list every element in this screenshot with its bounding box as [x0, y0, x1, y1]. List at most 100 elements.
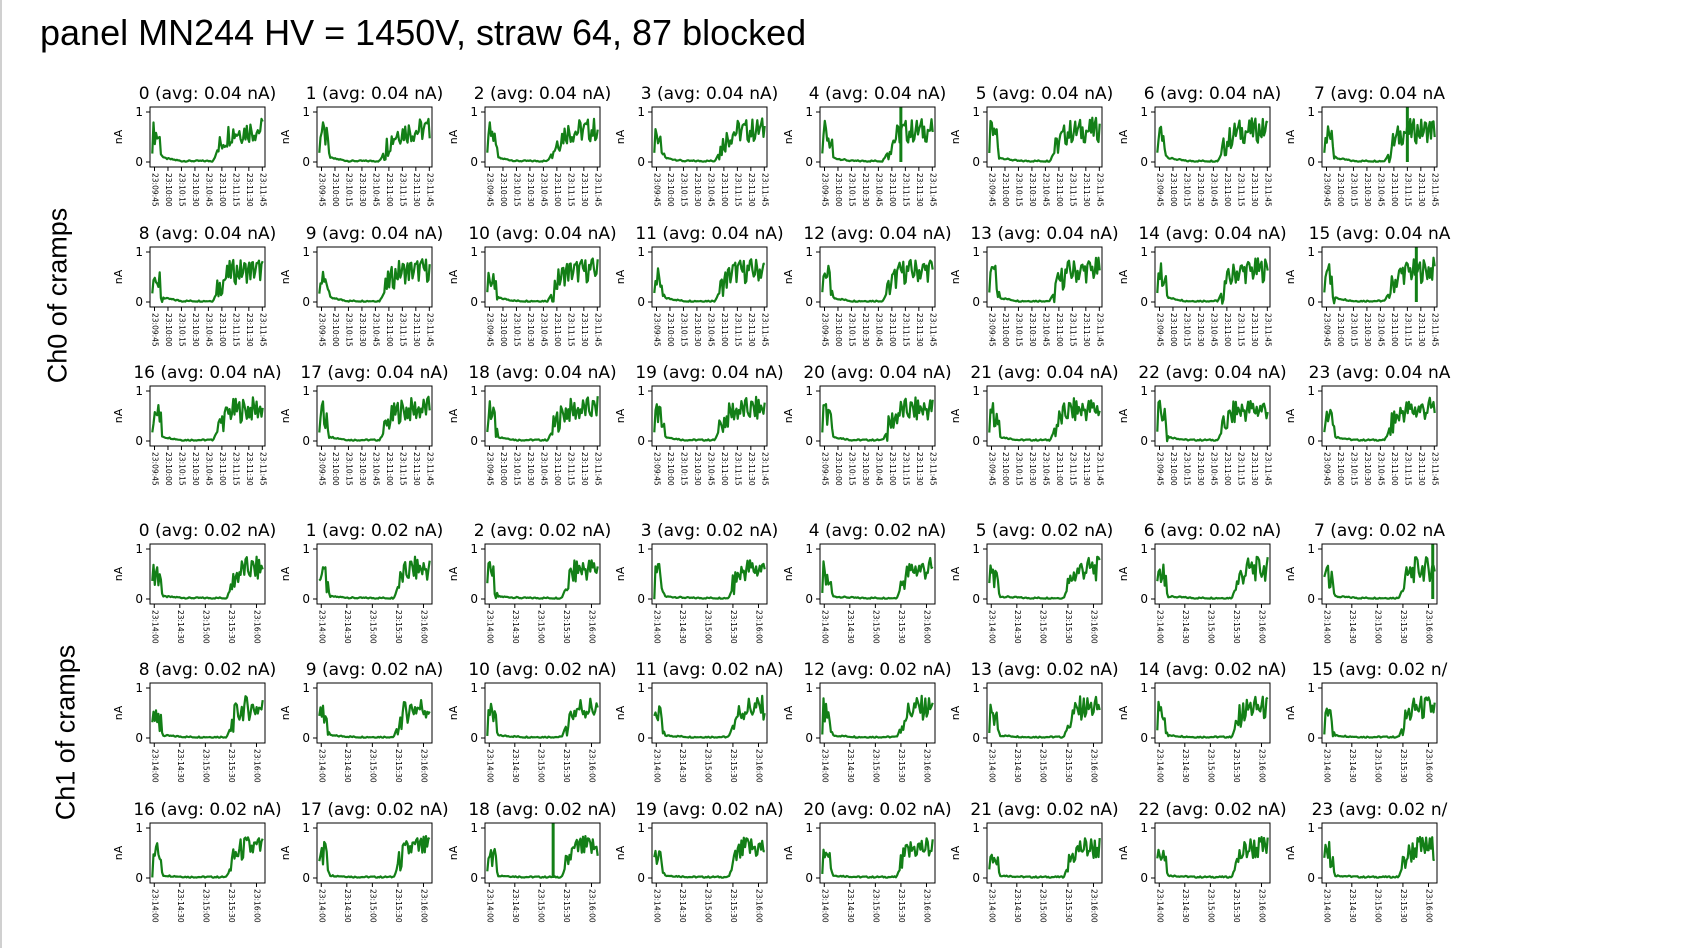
plot-frame — [651, 385, 768, 447]
series-line — [653, 836, 766, 879]
series-line — [1156, 555, 1269, 600]
plot-frame — [651, 106, 768, 168]
x-tick-label: 23:11:30 — [412, 313, 421, 347]
x-tick-label: 23:11:45 — [1430, 452, 1439, 486]
x-tick-label: 23:10:30 — [1363, 173, 1372, 207]
x-tick-label: 23:10:30 — [1196, 452, 1205, 486]
y-axis-label: nA — [112, 129, 125, 144]
x-tick-label: 23:11:15 — [566, 173, 575, 207]
y-axis-label: nA — [949, 408, 962, 423]
plot-frame — [819, 246, 936, 308]
x-tick-label: 23:10:45 — [1041, 173, 1050, 207]
x-tick-label: 23:09:45 — [652, 313, 661, 347]
x-tick-label: 23:15:00 — [1206, 610, 1215, 644]
plot-frame — [651, 543, 768, 605]
panel-title: 23 (avg: 0.04 nA — [1309, 363, 1451, 383]
y-axis-label: nA — [1284, 566, 1297, 581]
x-tick-label: 23:10:45 — [1041, 313, 1050, 347]
x-tick-label: 23:14:00 — [317, 749, 326, 783]
x-tick-label: 23:14:30 — [1348, 749, 1357, 783]
series-line — [151, 555, 264, 600]
x-tick-label: 23:11:00 — [1223, 173, 1232, 207]
series-line — [151, 836, 264, 879]
x-tick-label: 23:15:00 — [1206, 749, 1215, 783]
y-tick-label: 0 — [470, 434, 478, 448]
x-tick-label: 23:09:45 — [820, 313, 829, 347]
series-line — [486, 559, 599, 600]
y-tick-label: 1 — [1140, 384, 1148, 398]
x-tick-label: 23:10:45 — [1041, 452, 1050, 486]
x-tick-label: 23:11:00 — [1223, 313, 1232, 347]
panel-ch0-7: 7 (avg: 0.04 nA nA 0 1 23:09:45 23:10:00 23:10… — [1284, 84, 1445, 207]
y-axis-label: nA — [279, 408, 292, 423]
panel-ch1-22: 22 (avg: 0.02 nA) nA 0 1 23:14:00 23:14:30 23:… — [1117, 800, 1287, 923]
x-tick-label: 23:15:30 — [897, 610, 906, 644]
plot-frame — [1321, 385, 1438, 447]
x-tick-label: 23:11:45 — [593, 452, 602, 486]
x-tick-label: 23:16:00 — [419, 610, 428, 644]
x-tick-label: 23:11:15 — [1236, 313, 1245, 347]
panel-ch0-18: 18 (avg: 0.04 nA) nA 0 1 23:09:45 23:10:00 23:… — [447, 363, 617, 486]
y-tick-label: 1 — [470, 245, 478, 259]
panel-ch1-2: 2 (avg: 0.02 nA) nA 0 1 23:14:00 23:14:30 23:1… — [447, 521, 611, 644]
x-tick-label: 23:11:00 — [720, 173, 729, 207]
plot-frame — [316, 822, 433, 884]
x-tick-label: 23:15:30 — [227, 610, 236, 644]
y-tick-label: 1 — [470, 681, 478, 695]
y-tick-label: 0 — [1140, 592, 1148, 606]
x-tick-label: 23:15:30 — [1064, 749, 1073, 783]
x-tick-label: 23:11:00 — [385, 313, 394, 347]
x-tick-label: 23:14:00 — [820, 610, 829, 644]
x-tick-label: 23:10:45 — [371, 452, 380, 486]
x-tick-label: 23:10:15 — [847, 173, 856, 207]
series-line — [1323, 396, 1436, 442]
y-axis-label: nA — [1284, 408, 1297, 423]
x-tick-label: 23:11:45 — [425, 452, 434, 486]
x-tick-label: 23:11:00 — [720, 313, 729, 347]
x-tick-label: 23:16:00 — [1257, 610, 1266, 644]
plot-frame — [149, 246, 266, 308]
panel-title: 9 (avg: 0.04 nA) — [306, 224, 444, 244]
x-tick-label: 23:15:00 — [871, 749, 880, 783]
y-axis-label: nA — [949, 845, 962, 860]
x-tick-label: 23:15:30 — [729, 749, 738, 783]
x-tick-label: 23:10:45 — [706, 313, 715, 347]
x-tick-label: 23:11:30 — [1082, 452, 1091, 486]
x-tick-label: 23:11:45 — [760, 173, 769, 207]
x-tick-label: 23:14:30 — [176, 749, 185, 783]
x-tick-label: 23:10:30 — [1196, 313, 1205, 347]
y-tick-label: 0 — [135, 295, 143, 309]
y-axis-label: nA — [782, 129, 795, 144]
plot-frame — [149, 543, 266, 605]
plot-frame — [1154, 106, 1271, 168]
x-tick-label: 23:11:45 — [1263, 313, 1272, 347]
x-tick-label: 23:10:15 — [512, 173, 521, 207]
panel-title: 6 (avg: 0.04 nA) — [1144, 84, 1282, 104]
y-tick-label: 1 — [972, 245, 980, 259]
y-tick-label: 1 — [302, 821, 310, 835]
series-line — [151, 258, 264, 303]
y-axis-label: nA — [782, 705, 795, 720]
y-tick-label: 1 — [302, 542, 310, 556]
x-tick-label: 23:14:00 — [652, 610, 661, 644]
series-line — [318, 698, 431, 739]
y-tick-label: 1 — [805, 681, 813, 695]
x-tick-label: 23:11:15 — [733, 313, 742, 347]
y-tick-label: 1 — [302, 245, 310, 259]
x-tick-label: 23:11:15 — [566, 313, 575, 347]
panel-title: 14 (avg: 0.02 nA) — [1138, 660, 1286, 680]
y-axis-label: nA — [447, 408, 460, 423]
y-tick-label: 1 — [637, 105, 645, 119]
x-tick-label: 23:11:30 — [1250, 313, 1259, 347]
x-tick-label: 23:10:00 — [1169, 313, 1178, 347]
x-tick-label: 23:14:00 — [820, 749, 829, 783]
x-tick-label: 23:15:00 — [871, 610, 880, 644]
y-tick-label: 0 — [972, 592, 980, 606]
y-tick-label: 0 — [302, 592, 310, 606]
y-tick-label: 1 — [1307, 681, 1315, 695]
x-tick-label: 23:10:15 — [1182, 452, 1191, 486]
x-tick-label: 23:10:00 — [331, 452, 340, 486]
x-tick-label: 23:10:15 — [177, 452, 186, 486]
x-tick-label: 23:15:00 — [201, 749, 210, 783]
x-tick-label: 23:10:30 — [191, 173, 200, 207]
